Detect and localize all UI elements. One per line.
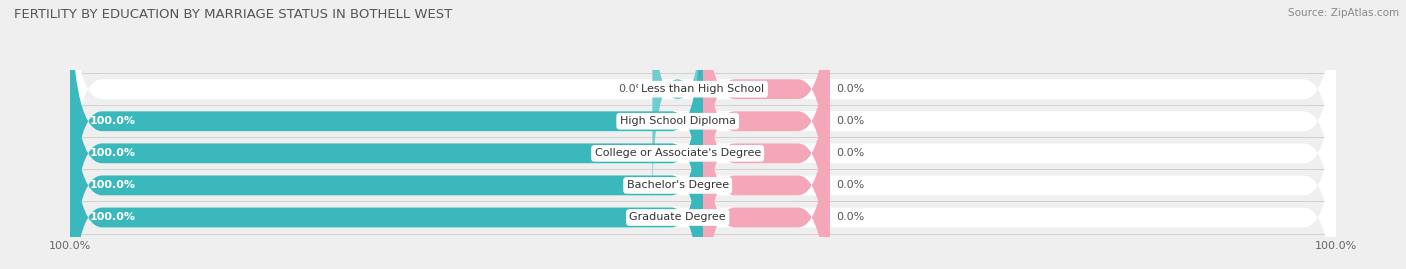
- Text: 0.0%: 0.0%: [835, 148, 865, 158]
- FancyBboxPatch shape: [70, 0, 1336, 240]
- Text: College or Associate's Degree: College or Associate's Degree: [595, 148, 761, 158]
- FancyBboxPatch shape: [70, 3, 1336, 269]
- Text: 100.0%: 100.0%: [89, 213, 135, 222]
- Text: 0.0%: 0.0%: [835, 116, 865, 126]
- Text: 100.0%: 100.0%: [89, 180, 135, 190]
- FancyBboxPatch shape: [703, 35, 830, 269]
- Text: Less than High School: Less than High School: [641, 84, 765, 94]
- Text: 0.0%: 0.0%: [835, 180, 865, 190]
- Text: FERTILITY BY EDUCATION BY MARRIAGE STATUS IN BOTHELL WEST: FERTILITY BY EDUCATION BY MARRIAGE STATU…: [14, 8, 453, 21]
- FancyBboxPatch shape: [703, 3, 830, 269]
- FancyBboxPatch shape: [70, 67, 1336, 269]
- Text: High School Diploma: High School Diploma: [620, 116, 735, 126]
- Text: Graduate Degree: Graduate Degree: [630, 213, 725, 222]
- FancyBboxPatch shape: [70, 0, 1336, 269]
- FancyBboxPatch shape: [703, 67, 830, 269]
- Text: 0.0%: 0.0%: [835, 213, 865, 222]
- Text: Source: ZipAtlas.com: Source: ZipAtlas.com: [1288, 8, 1399, 18]
- FancyBboxPatch shape: [70, 35, 1336, 269]
- FancyBboxPatch shape: [70, 35, 703, 269]
- Text: Bachelor's Degree: Bachelor's Degree: [627, 180, 728, 190]
- Text: 0.0%: 0.0%: [835, 84, 865, 94]
- FancyBboxPatch shape: [70, 67, 703, 269]
- FancyBboxPatch shape: [703, 0, 830, 240]
- FancyBboxPatch shape: [70, 0, 703, 269]
- FancyBboxPatch shape: [70, 3, 703, 269]
- FancyBboxPatch shape: [652, 0, 703, 208]
- Text: 0.0%: 0.0%: [617, 84, 647, 94]
- Text: 100.0%: 100.0%: [89, 148, 135, 158]
- FancyBboxPatch shape: [703, 0, 830, 269]
- Text: 100.0%: 100.0%: [89, 116, 135, 126]
